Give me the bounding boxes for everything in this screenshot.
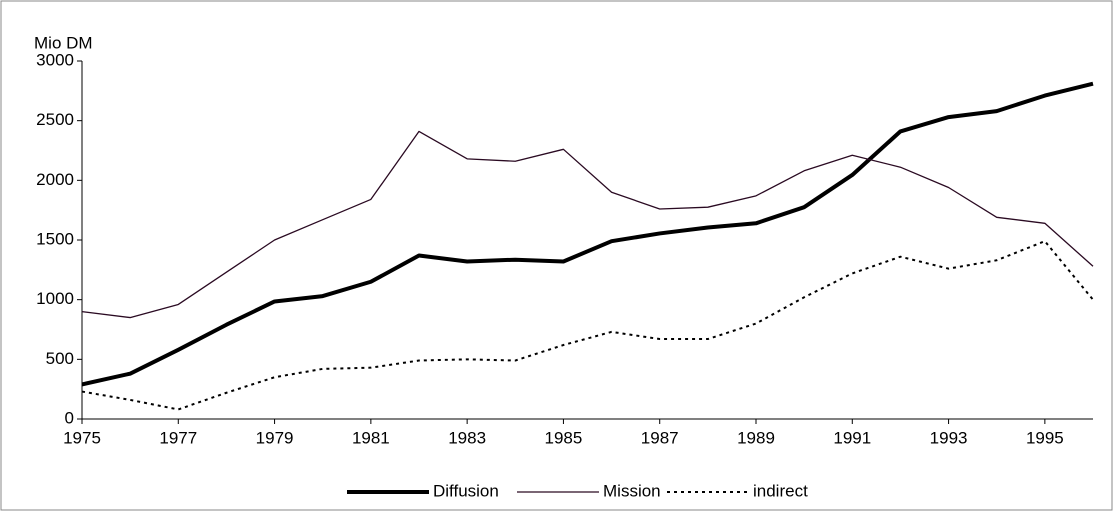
legend-label: Mission [603, 481, 661, 500]
x-tick-label: 1989 [737, 428, 775, 447]
legend-label: indirect [753, 481, 808, 500]
x-tick-label: 1985 [545, 428, 583, 447]
y-tick-label: 500 [46, 349, 74, 368]
x-tick-label: 1983 [448, 428, 486, 447]
x-tick-label: 1981 [352, 428, 390, 447]
y-tick-label: 0 [65, 408, 74, 427]
x-tick-label: 1975 [63, 428, 101, 447]
y-tick-label: 3000 [36, 50, 74, 69]
x-tick-label: 1987 [641, 428, 679, 447]
x-tick-label: 1977 [159, 428, 197, 447]
y-axis-label: Mio DM [34, 33, 93, 52]
y-tick-label: 2000 [36, 170, 74, 189]
x-tick-label: 1991 [833, 428, 871, 447]
legend-label: Diffusion [433, 481, 499, 500]
series-line [81, 81, 1094, 387]
y-tick-label: 1500 [36, 229, 74, 248]
series-line [81, 240, 1094, 411]
series-line [81, 130, 1094, 319]
y-tick-label: 1000 [36, 289, 74, 308]
y-tick-label: 2500 [36, 110, 74, 129]
x-tick-label: 1993 [930, 428, 968, 447]
x-tick-label: 1979 [256, 428, 294, 447]
x-tick-label: 1995 [1026, 428, 1064, 447]
